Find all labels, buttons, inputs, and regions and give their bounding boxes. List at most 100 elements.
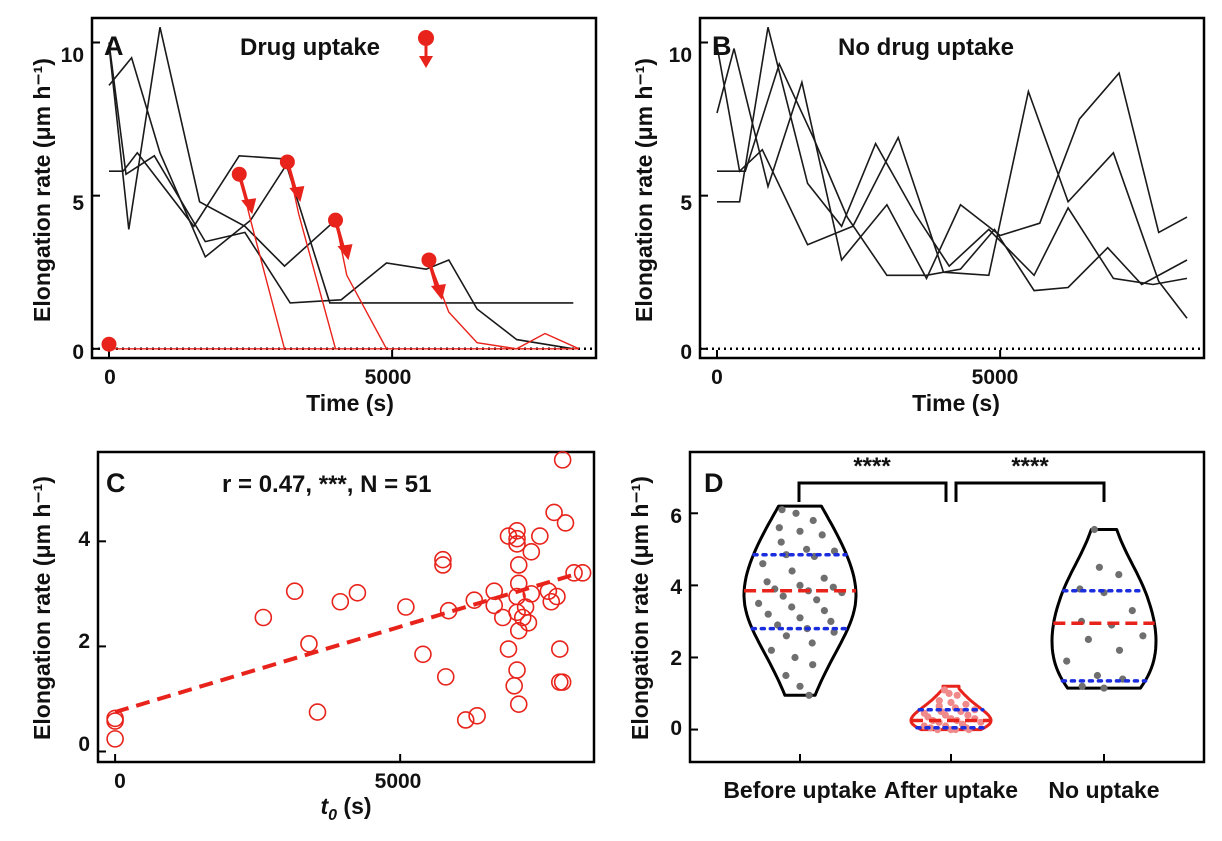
panel-d-category-0: Before uptake xyxy=(723,777,876,803)
panel-d-point-2-10 xyxy=(1115,646,1124,654)
panel-d-point-1-13 xyxy=(964,711,972,719)
panel-b-xtick-0: 0 xyxy=(711,366,723,389)
panel-c-point-21 xyxy=(499,640,518,658)
panel-d-point-0-34 xyxy=(791,653,799,662)
panel-d-point-0-20 xyxy=(779,592,787,600)
panel-d-ytick-1: 2 xyxy=(670,647,682,670)
panel-c-point-45 xyxy=(553,451,572,469)
panel-d-point-0-33 xyxy=(767,646,776,654)
panel-b-series-1 xyxy=(717,27,1188,286)
panel-c-point-9 xyxy=(397,598,415,616)
panel-c-xtick-0: 0 xyxy=(114,770,126,793)
panel-a-marks xyxy=(92,27,596,358)
panel-d-point-2-12 xyxy=(1093,671,1101,680)
panel-a-uptake-arrowhead-2 xyxy=(289,185,305,202)
panel-c-ytick-2: 4 xyxy=(78,528,90,551)
panel-c-xlabel-unit: (s) xyxy=(337,793,372,819)
panel-d-point-1-1 xyxy=(945,689,953,698)
panel-d-point-0-30 xyxy=(830,628,838,636)
panel-c-point-46 xyxy=(556,514,575,532)
panel-d-point-0-7 xyxy=(803,545,811,553)
panel-d-point-0-13 xyxy=(820,574,828,582)
panel-c-point-17 xyxy=(465,591,484,609)
panel-c-point-48 xyxy=(573,564,592,582)
panel-d-label: D xyxy=(704,468,724,498)
panel-c-point-50 xyxy=(493,608,512,627)
panel-d-point-0-36 xyxy=(782,671,790,680)
panel-a-uptake-arrowhead-1 xyxy=(241,198,257,215)
panel-d-point-0-35 xyxy=(809,661,817,669)
panel-c-point-40 xyxy=(545,503,563,522)
panel-d-point-0-4 xyxy=(796,527,804,535)
panel-a-uptake-arrowhead-3 xyxy=(337,244,353,261)
panel-c-point-38 xyxy=(531,527,549,545)
panel-a-series-0 xyxy=(109,151,574,304)
panel-c-point-8 xyxy=(348,584,367,602)
panel-c-ytick-0: 0 xyxy=(78,733,90,756)
panel-a-xtick-0: 0 xyxy=(104,366,116,389)
panel-d-point-0-12 xyxy=(788,567,796,575)
panel-b-series-3 xyxy=(717,61,1188,292)
panel-d-point-0-14 xyxy=(763,578,771,586)
panel-c-xlabel-var: t xyxy=(320,793,329,819)
panel-d-significance-brackets xyxy=(797,481,1106,502)
panel-c-point-19 xyxy=(485,596,504,615)
panel-d-point-2-11 xyxy=(1063,657,1071,665)
panel-d-point-2-14 xyxy=(1078,682,1086,690)
panel-a-xlabel: Time (s) xyxy=(306,390,394,416)
panel-a-ytick-0: 0 xyxy=(72,341,84,364)
panel-d-point-2-1 xyxy=(1095,563,1103,571)
panel-c-point-7 xyxy=(331,592,350,611)
panel-c-point-25 xyxy=(509,556,528,574)
panel-a-ylabel: Elongation rate (μm h⁻¹) xyxy=(29,58,55,322)
panel-a-xtick-1: 5000 xyxy=(365,366,412,389)
panel-b-ytick-1: 5 xyxy=(680,192,692,215)
panel-c-point-2 xyxy=(106,730,124,748)
panel-d-ytick-0: 0 xyxy=(670,717,682,740)
panel-b-series-0 xyxy=(716,45,1188,319)
panel-d-point-0-0 xyxy=(778,506,786,514)
panel-d-point-0-1 xyxy=(792,509,800,517)
panel-b-marks xyxy=(700,27,1204,358)
panel-d-point-0-3 xyxy=(775,524,783,532)
panel-d-category-1: After uptake xyxy=(884,777,1018,803)
panel-c-point-32 xyxy=(509,695,528,714)
panel-c-point-30 xyxy=(508,661,526,679)
panel-d-point-0-32 xyxy=(808,639,816,647)
panel-d-point-0-6 xyxy=(777,538,785,546)
panel-c-point-16 xyxy=(468,706,486,725)
panel-c-point-12 xyxy=(434,556,452,574)
panel-c-point-24 xyxy=(508,535,526,553)
panel-b-frame xyxy=(698,16,1206,360)
panel-d-point-1-4 xyxy=(947,698,955,707)
panel-c-point-6 xyxy=(308,703,327,721)
panel-d-point-2-2 xyxy=(1115,571,1123,579)
panel-b-xtick-1: 5000 xyxy=(972,366,1019,389)
panel-d-point-0-15 xyxy=(796,581,804,590)
panel-c-xlabel: t0 (s) xyxy=(320,793,371,824)
panel-d-point-1-3 xyxy=(935,697,943,705)
panel-d-ylabel: Elongation rate (μm h⁻¹) xyxy=(627,476,653,740)
panel-a-ytick-2: 10 xyxy=(61,44,84,67)
panel-d-point-0-26 xyxy=(796,614,804,622)
panel-d-point-0-24 xyxy=(820,607,829,615)
panel-c-point-36 xyxy=(522,585,541,603)
panel-d-point-1-14 xyxy=(924,713,932,721)
panel-a-uptake-arrowhead-4 xyxy=(430,283,446,300)
panel-a-series-2 xyxy=(108,27,337,268)
panel-d-point-0-23 xyxy=(788,603,796,611)
panel-c-ylabel: Elongation rate (μm h⁻¹) xyxy=(29,476,55,740)
panel-d-point-2-15 xyxy=(1100,684,1108,692)
panel-c-ytick-1: 2 xyxy=(78,630,90,653)
panel-b-label: B xyxy=(712,31,732,61)
panel-a-label: A xyxy=(104,31,124,61)
panel-c-point-10 xyxy=(414,645,432,664)
panel-b-ylabel: Elongation rate (μm h⁻¹) xyxy=(631,58,657,322)
panel-c-point-22 xyxy=(508,522,526,540)
panel-b-series-2 xyxy=(716,48,1188,281)
panel-b: B No drug uptake 0 5000 0 5 10 Time (s) … xyxy=(631,16,1206,416)
panel-c: C r = 0.47, ***, N = 51 0 5000 0 2 4 t0 … xyxy=(29,450,596,824)
panel-c-xtick-1: 5000 xyxy=(375,770,422,793)
panel-a-post-uptake-3 xyxy=(428,259,580,350)
